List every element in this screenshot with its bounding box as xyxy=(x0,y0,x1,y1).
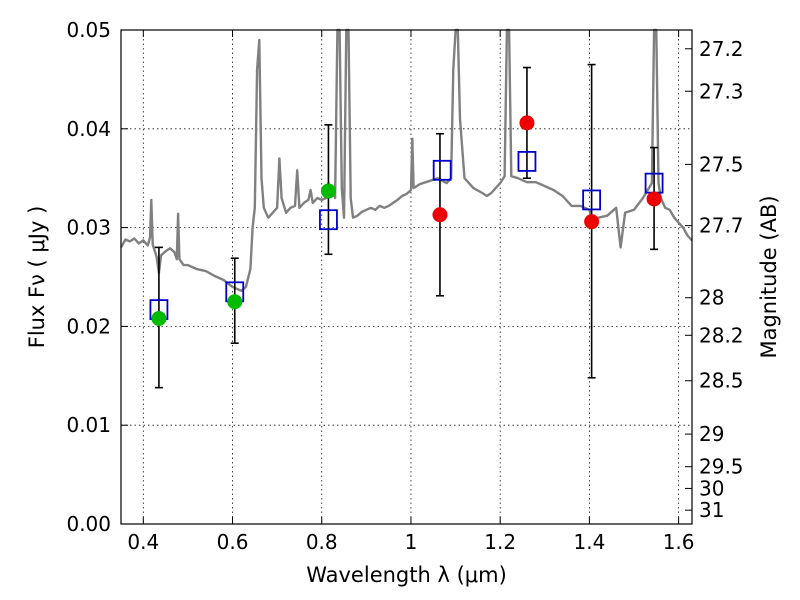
model-square xyxy=(319,209,338,231)
right-tick-label: 27.2 xyxy=(699,37,744,61)
x-axis-label: Wavelength λ (μm) xyxy=(306,563,507,587)
y-tick-label: 0.02 xyxy=(66,314,111,338)
right-tick-label: 29 xyxy=(699,422,724,446)
x-tick-label: 0.4 xyxy=(127,530,159,554)
observed-point xyxy=(320,183,336,199)
observed-point xyxy=(432,207,448,223)
x-tick-label: 0.8 xyxy=(306,530,338,554)
x-tick-label: 1.2 xyxy=(484,530,516,554)
observed-point xyxy=(227,294,243,310)
model-square xyxy=(517,151,537,172)
spectrum-line xyxy=(119,28,693,292)
right-tick-label: 29.5 xyxy=(699,455,744,479)
x-tick-label: 1 xyxy=(405,530,418,554)
observed-point xyxy=(151,310,167,326)
x-tick-label: 1.6 xyxy=(663,530,695,554)
y-tick-label: 0.05 xyxy=(66,18,111,42)
axis-ticks xyxy=(121,29,692,525)
x-tick-label: 0.6 xyxy=(217,530,249,554)
right-tick-label: 28.2 xyxy=(699,323,744,347)
right-tick-label: 27.5 xyxy=(699,152,744,176)
y-tick-label: 0.03 xyxy=(66,216,111,240)
y-axis-label: Flux Fν ( μJy ) xyxy=(25,206,49,349)
observed-point xyxy=(519,115,535,131)
model-square xyxy=(432,159,452,181)
y-tick-label: 0.01 xyxy=(66,413,111,437)
right-tick-label: 28 xyxy=(699,286,724,310)
model-photometry-markers xyxy=(149,151,664,321)
y-tick-label: 0.04 xyxy=(66,117,111,141)
model-spectrum xyxy=(119,28,693,292)
right-tick-label: 31 xyxy=(699,498,724,522)
right-tick-label: 28.5 xyxy=(699,369,744,393)
observed-point xyxy=(584,214,600,230)
right-tick-label: 30 xyxy=(699,476,724,500)
grid-lines xyxy=(121,29,692,525)
plot-frame xyxy=(120,29,693,525)
right-axis-label: Magnitude (AB) xyxy=(757,195,781,358)
tick-labels: 0.4 0.6 0.8 1 1.2 1.4 1.6 0.00 0.01 0.02 0.03 0.04 0… xyxy=(66,18,743,554)
y-tick-label: 0.00 xyxy=(66,512,111,536)
right-tick-label: 27.3 xyxy=(699,79,744,103)
observed-point xyxy=(646,191,662,207)
error-bars xyxy=(154,63,659,389)
right-tick-label: 27.7 xyxy=(699,214,744,238)
observed-flux-markers xyxy=(151,115,662,326)
model-square xyxy=(582,189,602,211)
x-tick-label: 1.4 xyxy=(573,530,605,554)
